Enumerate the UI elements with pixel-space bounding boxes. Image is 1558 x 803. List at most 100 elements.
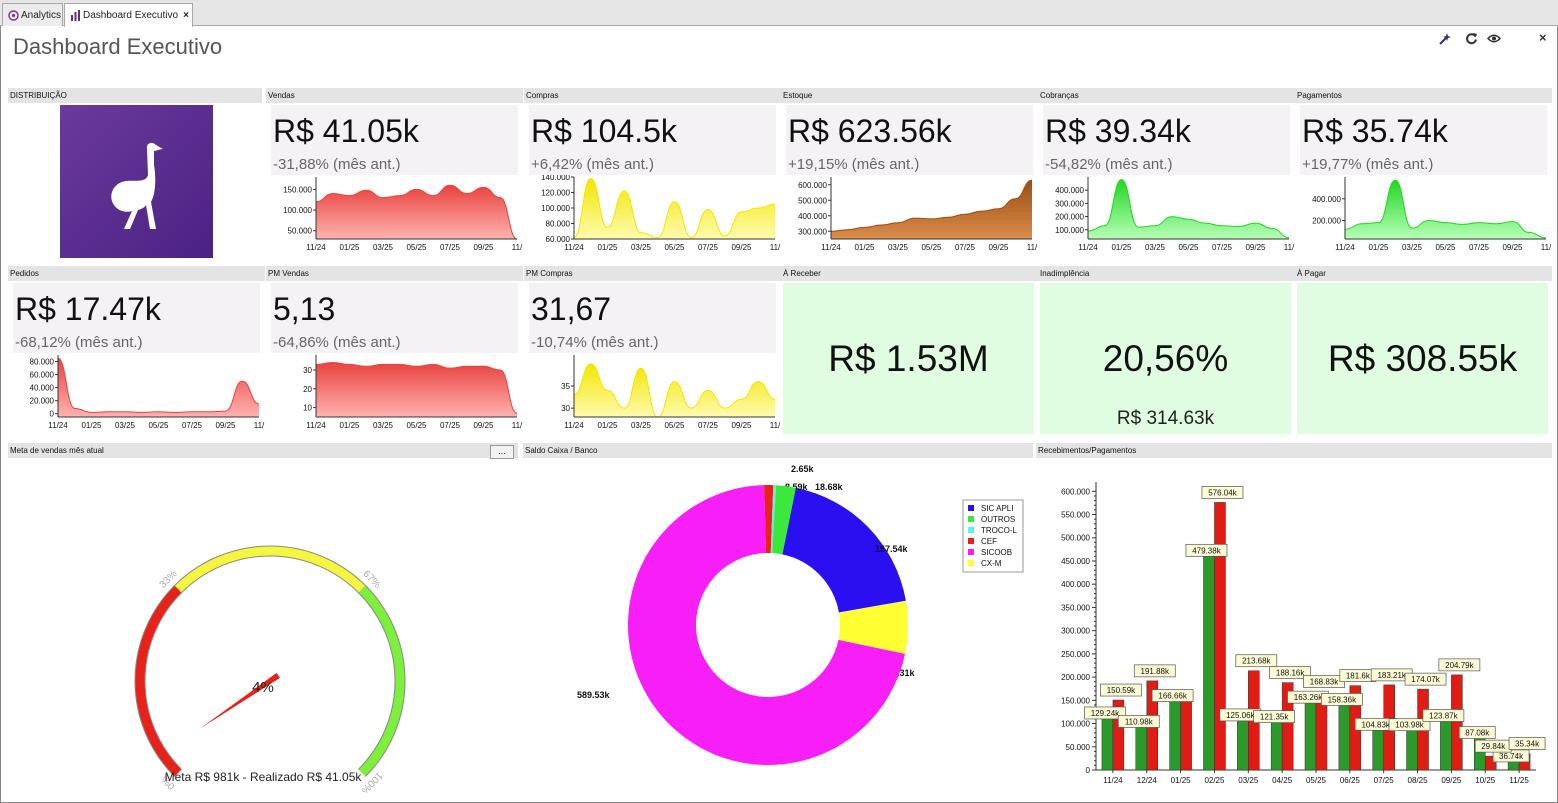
kpi-sparkline-chart: 30 35 11/24 01/25 03/25 05/25 07/25 09/25 11/ bbox=[561, 355, 781, 430]
donut-slice-troco-l bbox=[770, 485, 777, 554]
bar-pagamentos bbox=[1281, 682, 1294, 771]
sparkline-area bbox=[58, 358, 259, 417]
x-tick-label: 03/25 bbox=[1238, 776, 1259, 785]
kpi-box: R$ 39.34k -54,82% (mês ant.) bbox=[1043, 105, 1290, 175]
x-tick-label: 05/25 bbox=[1178, 243, 1199, 252]
bar-value-label: 204.79k bbox=[1445, 661, 1474, 670]
donut-slice-label: 157.54k bbox=[875, 544, 909, 554]
panel-title: Saldo Caixa / Banco bbox=[523, 443, 1033, 458]
donut-slice-cef bbox=[764, 485, 774, 554]
y-tick-label: 35 bbox=[561, 382, 570, 391]
y-tick-label: 400.000 bbox=[1055, 186, 1084, 195]
bar-value-label: 36.74k bbox=[1499, 752, 1524, 761]
sparkline-area bbox=[831, 180, 1032, 239]
ostrich-logo-icon bbox=[60, 105, 213, 258]
x-tick-label: 11/ bbox=[1284, 243, 1295, 252]
y-tick-label: 250.000 bbox=[1061, 650, 1090, 659]
legend-label: OUTROS bbox=[981, 515, 1015, 524]
legend-swatch bbox=[968, 549, 974, 555]
bar-pagamentos bbox=[1112, 699, 1125, 771]
close-dashboard-icon[interactable]: × bbox=[1539, 30, 1547, 45]
x-tick-label: 11/ bbox=[254, 421, 265, 430]
bar-pagamentos bbox=[1214, 502, 1226, 771]
y-tick-label: 50.000 bbox=[1066, 743, 1091, 752]
x-tick-label: 07/25 bbox=[182, 421, 203, 430]
y-tick-label: 140.000 bbox=[541, 175, 570, 182]
x-tick-label: 11/ bbox=[770, 421, 781, 430]
panel-title: Pedidos bbox=[8, 266, 265, 281]
panel-title: Compras bbox=[524, 88, 781, 103]
x-tick-label: 07/25 bbox=[1469, 243, 1490, 252]
bar-value-label: 150.59k bbox=[1107, 686, 1136, 695]
gauge-menu-button[interactable]: ... bbox=[490, 445, 514, 459]
x-tick-label: 11/24 bbox=[306, 243, 326, 252]
kpi-panel-estoque: Estoque R$ 623.56k +19,15% (mês ant.) 300… bbox=[781, 88, 1038, 260]
kpi-sparkline-chart: 300.000 400.000 500.000 600.000 11/24 01/25 03… bbox=[798, 177, 1038, 252]
y-tick-label: 100.000 bbox=[283, 206, 312, 215]
bar-value-label: 121.35k bbox=[1260, 713, 1289, 722]
gauge-outline bbox=[144, 555, 396, 770]
panel-title: Cobranças bbox=[1038, 88, 1295, 103]
kpi-panel-compras: Compras R$ 104.5k +6,42% (mês ant.) 60.00… bbox=[524, 88, 781, 260]
panel-title: Estoque bbox=[781, 88, 1038, 103]
x-tick-label: 09/25 bbox=[1441, 776, 1462, 785]
x-tick-label: 07/25 bbox=[440, 421, 461, 430]
gauge-arc-yellow bbox=[174, 546, 366, 593]
a-pagar-card: R$ 308.55k bbox=[1297, 283, 1548, 434]
y-tick-label: 100.000 bbox=[1061, 720, 1090, 729]
y-tick-label: 200.000 bbox=[1055, 213, 1084, 222]
tab-analytics[interactable]: Analytics bbox=[2, 3, 63, 26]
x-tick-label: 11/24 bbox=[48, 421, 68, 430]
x-tick-label: 08/25 bbox=[1408, 776, 1429, 785]
kpi-change: -10,74% (mês ant.) bbox=[531, 334, 659, 351]
recebimentos-pagamentos-panel: Recebimentos/Pagamentos 0 50.000 100.000 15… bbox=[1036, 443, 1552, 798]
x-tick-label: 10/25 bbox=[1475, 776, 1496, 785]
tab-label: Analytics bbox=[21, 10, 62, 22]
donut-slice-cx-m bbox=[838, 600, 908, 654]
kpi-panel-cobran-as: Cobranças R$ 39.34k -54,82% (mês ant.) 10… bbox=[1038, 88, 1295, 260]
kpi-value: R$ 104.5k bbox=[531, 113, 677, 149]
refresh-icon[interactable] bbox=[1465, 32, 1478, 45]
close-tab-icon[interactable]: × bbox=[183, 10, 189, 22]
tab-dashboard-executivo[interactable]: Dashboard Executivo × bbox=[64, 3, 193, 27]
x-tick-label: 09/25 bbox=[215, 421, 236, 430]
bar-value-label-box bbox=[1422, 709, 1465, 722]
bar-value-label-box bbox=[1388, 718, 1431, 732]
bar-value-label: 181.6k bbox=[1346, 672, 1371, 681]
x-tick-label: 11/24 bbox=[564, 421, 584, 430]
a-receber-value: R$ 1.53M bbox=[828, 338, 989, 379]
kpi-panel-vendas: Vendas R$ 41.05k -31,88% (mês ant.) 50.00… bbox=[266, 88, 523, 260]
y-tick-label: 400.000 bbox=[1312, 195, 1341, 204]
kpi-box: R$ 17.47k -68,12% (mês ant.) bbox=[13, 283, 260, 353]
kpi-box: 5,13 -64,86% (mês ant.) bbox=[271, 283, 518, 353]
x-tick-label: 05/25 bbox=[1435, 243, 1456, 252]
x-tick-label: 11/ bbox=[1027, 243, 1038, 252]
bar-value-label: 166.66k bbox=[1158, 692, 1187, 701]
bar-value-label-box bbox=[1235, 654, 1278, 668]
kpi-value: R$ 17.47k bbox=[15, 291, 161, 327]
eye-icon[interactable] bbox=[1487, 33, 1501, 44]
bar-value-label: 183.21k bbox=[1377, 671, 1406, 680]
x-tick-label: 01/25 bbox=[339, 421, 360, 430]
kpi-value: R$ 41.05k bbox=[273, 113, 419, 149]
kpi-sparkline-chart: 200.000 400.000 11/24 01/25 03/25 05/25 07/25 0… bbox=[1312, 177, 1552, 252]
kpi-sparkline-chart: 0 20.000 40.000 60.000 80.000 11/24 01/25 03/25… bbox=[30, 355, 265, 430]
y-tick-label: 150.000 bbox=[283, 185, 312, 194]
y-tick-label: 400.000 bbox=[798, 212, 827, 221]
kpi-box: R$ 104.5k +6,42% (mês ant.) bbox=[529, 105, 776, 175]
magic-sparkle-icon[interactable] bbox=[1438, 32, 1452, 46]
bar-value-label: 479.38k bbox=[1192, 546, 1221, 555]
legend-label: CX-M bbox=[981, 559, 1002, 568]
sparkline-line bbox=[573, 363, 776, 418]
y-tick-label: 30 bbox=[561, 404, 570, 413]
y-tick-label: 10 bbox=[303, 404, 312, 413]
sparkline-area bbox=[1345, 180, 1546, 239]
x-tick-label: 11/ bbox=[770, 243, 781, 252]
x-tick-label: 12/24 bbox=[1137, 776, 1158, 785]
panel-title: À Pagar bbox=[1295, 266, 1552, 281]
legend-label: SIC APLI bbox=[981, 504, 1013, 513]
bar-value-label-box bbox=[1133, 664, 1176, 678]
sparkline-area bbox=[316, 185, 517, 239]
x-tick-label: 07/25 bbox=[440, 243, 461, 252]
